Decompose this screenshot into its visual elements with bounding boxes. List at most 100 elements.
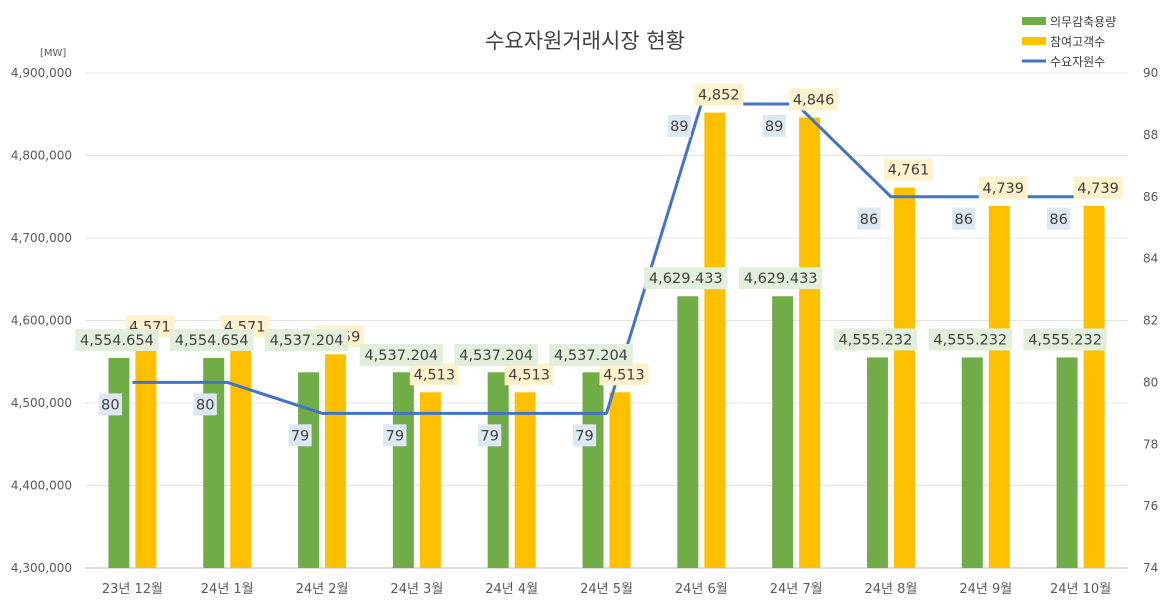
y-left-tick-label: 4,800,000 — [11, 149, 72, 163]
bar-obligation — [677, 296, 699, 568]
legend: 의무감축용량 참여고객수 수요자원수 — [1022, 15, 1116, 69]
label-customers: 4,513 — [508, 367, 550, 383]
label-resources-bg — [1046, 207, 1071, 230]
label-resources: 86 — [1049, 212, 1067, 228]
label-obligation-group: 4,555.232 — [1023, 328, 1107, 351]
legend-label-customers: 참여고객수 — [1050, 35, 1105, 49]
legend-swatch-bar-yellow — [1022, 37, 1046, 45]
label-resources-group: 89 — [762, 114, 786, 137]
label-obligation-group: 4,554.654 — [75, 329, 159, 351]
label-resources-bg — [857, 207, 881, 230]
label-obligation: 4,537.204 — [554, 348, 628, 364]
label-obligation-group: 4,555.232 — [928, 328, 1012, 351]
label-customers-bg — [694, 83, 744, 106]
label-obligation: 4,537.204 — [364, 348, 438, 364]
label-obligation-bg — [170, 329, 254, 351]
label-customers: 4,513 — [414, 367, 456, 383]
label-obligation-group: 4,629.433 — [644, 267, 728, 290]
y-right-tick-label: 88 — [1143, 128, 1158, 142]
y-left-tick-label: 4,900,000 — [11, 66, 72, 80]
label-resources: 80 — [196, 397, 214, 413]
bar-customers — [799, 117, 821, 569]
bars — [108, 112, 1105, 569]
label-resources-bg — [667, 114, 691, 137]
bar-obligation — [866, 357, 888, 568]
bar-customers — [325, 354, 347, 568]
label-resources-bg — [193, 393, 217, 416]
label-resources-group: 86 — [857, 207, 881, 230]
axes: 4,300,000 4,400,000 4,500,000 4,600,000 4,70… — [11, 66, 1158, 597]
label-customers-group: 4,739 — [1073, 176, 1123, 199]
label-resources: 89 — [670, 119, 688, 135]
label-resources-group: 79 — [478, 424, 502, 447]
label-obligation-group: 4,554.654 — [170, 329, 254, 351]
label-customers-group: 4,739 — [978, 176, 1028, 199]
label-customers-group: 4,852 — [694, 83, 744, 106]
y-right-tick-label: 80 — [1143, 375, 1158, 389]
label-resources-bg — [478, 424, 502, 447]
x-tick-label: 24년 2월 — [296, 582, 349, 597]
bar-obligation — [108, 357, 130, 568]
label-customers-bg — [978, 176, 1028, 199]
label-obligation: 4,554.654 — [175, 333, 249, 349]
bar-customers — [893, 187, 915, 569]
bar-obligation — [772, 296, 794, 568]
y-right-tick-label: 86 — [1143, 190, 1158, 204]
bar-customers — [419, 392, 441, 568]
label-resources-bg — [288, 424, 312, 447]
label-customers-bg — [1073, 176, 1123, 199]
label-obligation-bg — [75, 329, 159, 351]
label-obligation-bg — [738, 267, 823, 290]
bar-obligation — [961, 357, 983, 568]
label-customers-bg — [883, 158, 933, 181]
label-customers-group: 4,513 — [409, 363, 459, 386]
label-obligation-bg — [264, 329, 349, 351]
bar-obligation — [582, 372, 604, 568]
label-obligation-group: 4,537.204 — [454, 344, 538, 366]
label-customers-group: 4,513 — [504, 363, 554, 386]
label-obligation: 4,555.232 — [933, 332, 1007, 348]
x-tick-label: 23년 12월 — [102, 582, 163, 597]
bar-customers — [1083, 205, 1105, 568]
y-right-tick-label: 82 — [1143, 314, 1158, 328]
y-right-tick-label: 74 — [1143, 561, 1158, 575]
y-left-tick-label: 4,400,000 — [11, 479, 72, 493]
x-tick-label: 24년 7월 — [770, 582, 823, 597]
label-resources-bg — [383, 424, 407, 447]
label-obligation-bg — [549, 344, 633, 366]
label-obligation: 4,555.232 — [1028, 332, 1102, 348]
label-obligation: 4,554.654 — [80, 333, 154, 349]
label-resources: 79 — [386, 428, 404, 444]
label-resources-group: 80 — [193, 393, 217, 416]
label-resources-bg — [952, 207, 976, 230]
y-axis-unit: [MW] — [40, 48, 66, 59]
chart-title: 수요자원거래시장 현황 — [485, 29, 685, 53]
y-right-tick-label: 84 — [1143, 252, 1158, 266]
label-obligation: 4,629.433 — [744, 271, 818, 287]
label-customers-group: 4,846 — [789, 88, 839, 111]
x-tick-label: 24년 4월 — [485, 582, 538, 597]
x-tick-label: 24년 6월 — [675, 582, 728, 597]
label-resources-bg — [572, 424, 597, 447]
label-obligation: 4,537.204 — [270, 333, 344, 349]
label-obligation: 4,629.433 — [649, 271, 723, 287]
x-tick-label: 24년 1월 — [201, 582, 254, 597]
y-left-tick-label: 4,600,000 — [11, 314, 72, 328]
label-customers-group: 4,513 — [599, 363, 649, 386]
y-left-tick-label: 4,700,000 — [11, 231, 72, 245]
data-labels: 4,5714,554.654804,5714,554.654804,5594,5… — [75, 83, 1123, 447]
label-resources-bg — [98, 393, 123, 416]
label-obligation-group: 4,537.204 — [264, 329, 349, 351]
label-customers-bg — [409, 363, 459, 386]
legend-swatch-bar-green — [1022, 17, 1046, 25]
bar-obligation — [487, 372, 509, 568]
label-customers-bg — [789, 88, 839, 111]
label-resources-group: 86 — [1046, 207, 1071, 230]
label-obligation-bg — [1023, 328, 1107, 351]
label-customers: 4,739 — [983, 181, 1025, 197]
label-obligation-group: 4,537.204 — [359, 344, 444, 366]
label-resources-group: 80 — [98, 393, 123, 416]
label-resources: 86 — [860, 212, 878, 228]
bar-obligation — [1056, 357, 1078, 568]
